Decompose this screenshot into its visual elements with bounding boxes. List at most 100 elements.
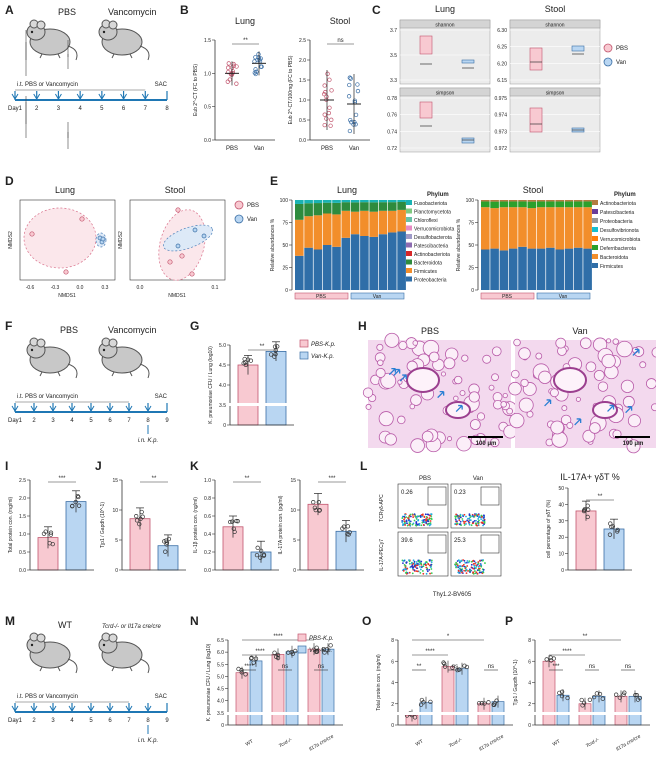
panel-l-event: [471, 515, 473, 518]
panel-f-label-pbs: PBS: [60, 325, 78, 335]
B-stool-data-point: [348, 76, 353, 81]
panel-e-lung-bar-segment: [369, 200, 378, 203]
panel-e-stool-y-tick-label: 25: [468, 266, 474, 272]
panel-e-stool-bar-segment: [564, 201, 574, 208]
panel-e-stool-bar-segment: [499, 201, 509, 208]
panel-e-legend-label: Verrucomicrobiota: [414, 227, 455, 233]
panel-l-event: [469, 569, 472, 572]
panel-l-event: [478, 569, 481, 571]
panel-e-stool-bar-segment: [518, 200, 527, 202]
panel-d-van-point: [175, 243, 181, 249]
panel-l-event: [405, 516, 408, 518]
panel-h-alveolus: [397, 415, 406, 425]
panel-l-event: [473, 564, 476, 567]
panel-l-event: [476, 572, 479, 575]
panel-j-y-tick-label: 0: [115, 568, 118, 574]
panel-p-sig-label: ns: [625, 664, 631, 670]
panel-h-bronchiole: [406, 367, 440, 393]
panel-n-data-point: [328, 643, 333, 648]
mouse-tail: [139, 363, 150, 379]
panel-n-sig-label: ****: [244, 664, 254, 670]
panel-c-y-tick-label: 3.3: [390, 78, 397, 84]
panel-i-y-tick-label: 1.0: [19, 532, 26, 538]
panel-g-bar: [265, 350, 287, 426]
panel-l-event: [418, 522, 421, 525]
panel-c-box: [461, 59, 475, 64]
panel-l-event: [412, 516, 415, 518]
panel-l-event: [409, 522, 412, 525]
panel-e-stool-y-tick-label: 75: [468, 221, 474, 227]
panel-c-box: [419, 35, 433, 55]
panel-o-y-tick-label: 8: [391, 638, 394, 644]
panel-m-day-label: 7: [127, 718, 131, 724]
B-lung-data-point: [227, 77, 232, 82]
panel-l-event: [465, 561, 468, 564]
panel-e-legend-swatch: [592, 200, 598, 205]
panel-e-lung-group-pbs: [294, 292, 349, 300]
panel-l-event: [405, 568, 407, 571]
panel-l-event: [421, 521, 424, 524]
panel-m-day-label: 6: [108, 718, 112, 724]
panel-h-alveolus: [453, 395, 459, 402]
panel-h-alveolus: [506, 407, 513, 415]
panel-l-event: [422, 524, 425, 526]
panel-m-label-wt: WT: [58, 620, 72, 630]
panel-l-event: [429, 520, 432, 522]
panel-l-event: [424, 513, 427, 516]
panel-l-event: [463, 522, 466, 525]
panel-f-label-van: Vancomycin: [108, 325, 156, 335]
panel-h-alveolus: [626, 439, 641, 454]
panel-p-data-point: [594, 691, 600, 696]
panel-l-event: [454, 515, 457, 518]
panel-e-stool-bar-segment: [555, 249, 564, 290]
panel-d-frame: [19, 199, 116, 281]
mouse-eye: [102, 643, 106, 647]
panel-a-sac: SAC: [155, 82, 168, 88]
panel-a-route: i.t. PBS or Vancomycin: [17, 82, 78, 88]
panel-o-sig-label: ns: [452, 664, 458, 670]
mouse-leg: [129, 371, 133, 377]
panel-h-alveolus: [490, 437, 500, 448]
B-stool-data-point: [329, 117, 334, 122]
B-lung-data-point: [256, 52, 261, 57]
panel-j-data-point: [134, 518, 140, 523]
mouse-tail: [67, 45, 78, 61]
panel-h-arrow-icon: [455, 404, 463, 413]
panel-f-day-label: Day1: [8, 418, 23, 424]
panel-a-day-label: 5: [100, 106, 104, 112]
panel-e-stool-bar-segment: [518, 201, 527, 208]
panel-l-event: [417, 523, 420, 526]
panel-l-event: [474, 514, 476, 517]
B-stool-data-point: [352, 120, 357, 125]
B-stool-data-point: [326, 110, 332, 116]
panel-e-lung-bar-segment: [295, 255, 304, 290]
panel-l-event: [482, 524, 484, 527]
panel-l-event: [477, 562, 480, 565]
panel-h-alveolus: [384, 433, 397, 446]
panel-e-stool-bar-segment: [499, 250, 509, 290]
panel-k-il17-y-label: IL-17A protein con. (pg/ml): [278, 495, 284, 554]
panel-e-legend-swatch: [592, 263, 598, 268]
panel-e-legend-label: Actinobacteriota: [600, 201, 636, 207]
panel-c-y-tick-label: 3.5: [390, 53, 397, 59]
panel-l-event: [425, 521, 428, 524]
panel-h-alveolus: [491, 346, 502, 357]
panel-l-event: [419, 516, 422, 518]
panel-h-alveolus: [510, 369, 520, 379]
panel-e-lung-bar-segment: [304, 247, 313, 290]
panel-e-stool-bar-segment: [490, 200, 499, 202]
panel-l-event: [406, 567, 409, 570]
panel-j-y-tick-label: 5: [115, 538, 118, 544]
panel-l-event: [418, 559, 421, 562]
panel-l-event: [408, 520, 411, 523]
panel-p-data-point: [634, 692, 640, 698]
panel-d-x-tick-label: -0.6: [26, 285, 35, 291]
panel-e-lung-bar-segment: [369, 236, 378, 290]
panel-l-event: [456, 520, 458, 523]
panel-n-sig-label: ****: [273, 634, 283, 640]
panel-e-stool-bar-segment: [508, 248, 518, 290]
panel-m-day-label: 8: [146, 718, 150, 724]
panel-g-y-tick-label: 5.0: [219, 343, 226, 349]
legend-van-kp-label: Van-K.p.: [311, 354, 334, 360]
panel-e-stool-bar-segment: [527, 208, 537, 249]
